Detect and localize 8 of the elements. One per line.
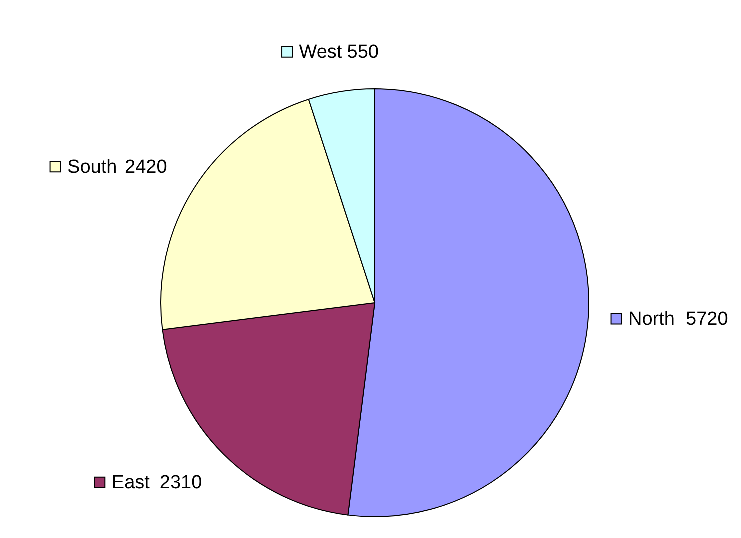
legend-label: West — [299, 42, 343, 64]
legend-label: South — [68, 156, 118, 178]
data-label: 2310 — [160, 472, 202, 494]
legend-label: East — [112, 472, 151, 494]
legend-label: North — [628, 308, 675, 330]
data-label: 5720 — [686, 308, 728, 330]
data-label: 550 — [347, 42, 379, 64]
data-label: 2420 — [125, 156, 168, 178]
